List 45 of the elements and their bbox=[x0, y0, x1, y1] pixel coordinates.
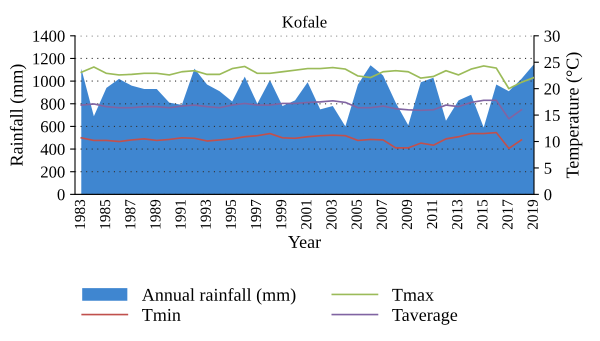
chart-title: Kofale bbox=[282, 16, 327, 28]
x-tick-label: 2005 bbox=[351, 200, 362, 230]
x-tick-label: 2011 bbox=[426, 200, 438, 229]
line-series bbox=[80, 132, 522, 150]
x-tick-label: 2019 bbox=[528, 200, 538, 230]
y-tick-label: 400 bbox=[40, 144, 65, 156]
y2-tick-label: 5 bbox=[544, 162, 552, 174]
x-axis-title: Year bbox=[288, 236, 321, 248]
x-tick-label: 1995 bbox=[226, 200, 236, 228]
legend-label: Tmax bbox=[392, 288, 434, 301]
legend-label: Tmin bbox=[142, 308, 181, 321]
x-tick-label: 2001 bbox=[301, 200, 312, 230]
y2-tick-label: 25 bbox=[544, 56, 560, 68]
x-tick-label: 1987 bbox=[125, 200, 136, 228]
y-tick-label: 0 bbox=[58, 189, 65, 200]
y-tick-label: 1200 bbox=[33, 53, 65, 64]
x-tick-label: 1997 bbox=[250, 200, 262, 228]
x-tick-label: 2017 bbox=[502, 200, 513, 230]
y2-tick-label: 30 bbox=[544, 30, 560, 42]
y2-tick-label: 20 bbox=[544, 83, 560, 95]
x-tick-label: 1989 bbox=[150, 200, 161, 228]
x-tick-label: 1985 bbox=[100, 200, 110, 228]
x-tick-label: 2009 bbox=[402, 200, 412, 230]
line-series bbox=[80, 65, 534, 90]
x-tick-label: 2003 bbox=[326, 200, 337, 230]
x-tick-label: 1991 bbox=[175, 200, 186, 228]
y-tick-label: 800 bbox=[40, 98, 65, 110]
y2-tick-label: 0 bbox=[544, 189, 552, 200]
x-tick-label: 2007 bbox=[376, 200, 387, 230]
y2-tick-label: 15 bbox=[545, 110, 560, 122]
x-tick-label: 1993 bbox=[200, 200, 211, 228]
y2-axis-title: Temperature (°C) bbox=[566, 52, 582, 178]
x-tick-label: 1999 bbox=[276, 200, 286, 228]
x-tick-label: 2013 bbox=[452, 200, 462, 230]
line-series bbox=[80, 99, 522, 120]
legend-label: Annual rainfall (mm) bbox=[142, 288, 296, 305]
y-tick-label: 1000 bbox=[33, 76, 65, 88]
y-tick-label: 600 bbox=[40, 121, 65, 132]
y2-tick-label: 10 bbox=[545, 136, 560, 148]
x-tick-label: 2015 bbox=[477, 200, 488, 230]
y-tick-label: 200 bbox=[41, 166, 65, 178]
y-tick-label: 1400 bbox=[33, 30, 65, 42]
legend-label: Taverage bbox=[392, 309, 458, 325]
x-tick-label: 1983 bbox=[74, 200, 86, 228]
y-axis-title: Rainfall (mm) bbox=[10, 64, 26, 166]
